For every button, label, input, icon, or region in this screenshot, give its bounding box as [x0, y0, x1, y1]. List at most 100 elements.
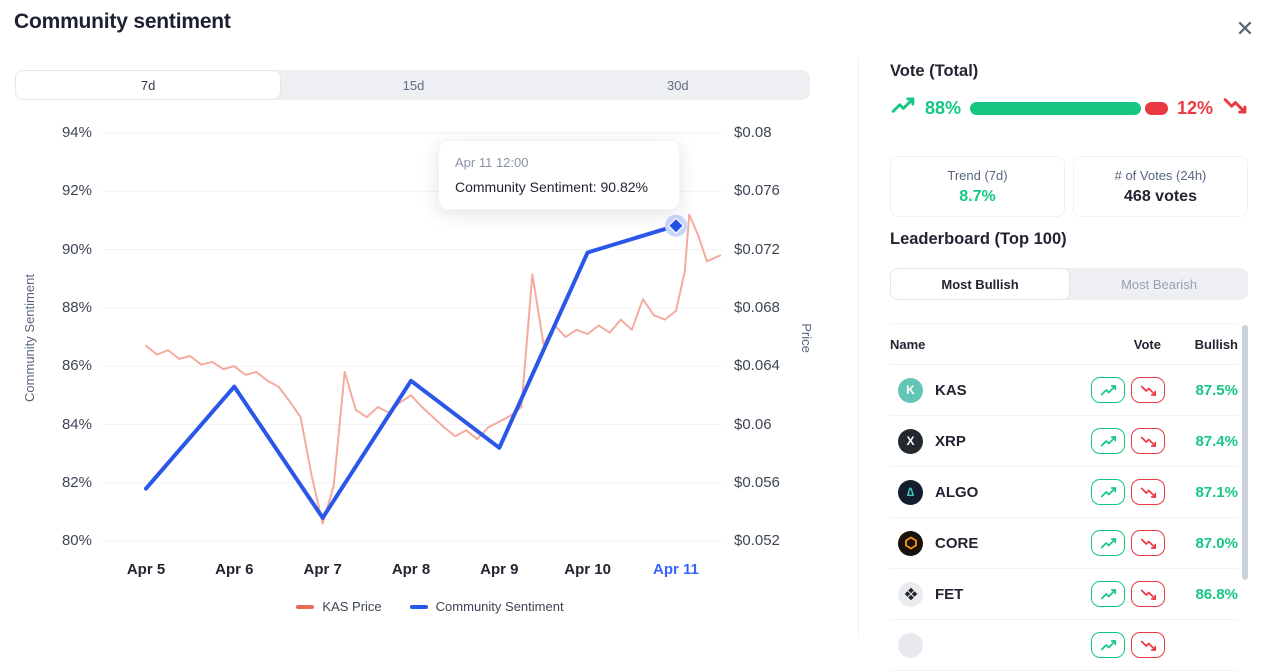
- coin-name: KAS: [935, 381, 967, 399]
- y-left-tick: 88%: [61, 298, 92, 316]
- period-tab-30d[interactable]: 30d: [666, 77, 689, 93]
- bearish-percent: 12%: [1176, 97, 1213, 118]
- y-left-tick: 94%: [61, 124, 92, 141]
- coin-cell: [890, 632, 1088, 658]
- trend-up-icon: [890, 96, 916, 120]
- table-row-xrp: X XRP 87.4%: [890, 416, 1238, 467]
- vote-total-heading: Vote (Total): [890, 62, 979, 80]
- tooltip-value: Community Sentiment: 90.82%: [455, 179, 648, 195]
- vote-bullish-button[interactable]: [1091, 479, 1125, 505]
- coin-name: FET: [935, 585, 964, 603]
- trend-7d-value: 8.7%: [959, 187, 996, 205]
- vote-bearish-button[interactable]: [1131, 377, 1165, 403]
- coin-icon: [898, 632, 923, 658]
- bullish-percent-value: 86.8%: [1195, 585, 1238, 603]
- y-left-tick: 80%: [61, 532, 92, 550]
- legend-label: Community Sentiment: [435, 599, 564, 614]
- leaderboard-tab-most-bearish[interactable]: Most Bearish: [1121, 276, 1197, 292]
- x-tick-apr-6: Apr 6: [215, 561, 254, 578]
- y-right-tick: $0.056: [734, 473, 780, 491]
- series-kas-price: [145, 213, 722, 525]
- series-community-sentiment: [144, 223, 678, 520]
- column-header-bullish: Bullish: [1194, 336, 1238, 352]
- close-icon[interactable]: ✕: [1232, 16, 1258, 42]
- period-tab-7d[interactable]: 7d: [15, 70, 282, 100]
- x-tick-apr-9: Apr 9: [480, 561, 519, 578]
- coin-cell: K KAS: [890, 377, 1088, 403]
- vote-buttons: [1088, 428, 1165, 454]
- period-tab-15d[interactable]: 15d: [402, 77, 425, 93]
- vote-bearish-button[interactable]: [1131, 581, 1165, 607]
- table-row-algo: ∆ ALGO 87.1%: [890, 467, 1238, 518]
- leaderboard-tab-bar: Most Bullish Most Bearish: [890, 268, 1248, 300]
- coin-name: XRP: [935, 432, 966, 450]
- x-tick-apr-11: Apr 11: [653, 561, 699, 578]
- vote-bearish-button[interactable]: [1131, 479, 1165, 505]
- vote-bullish-button[interactable]: [1091, 377, 1125, 403]
- tooltip-date: Apr 11 12:00: [455, 155, 529, 170]
- x-tick-apr-8: Apr 8: [391, 561, 431, 578]
- coin-cell: FET: [890, 581, 1088, 607]
- legend-item-kas-price: KAS Price: [296, 599, 382, 614]
- vote-buttons: [1088, 581, 1165, 607]
- x-tick-apr-7: Apr 7: [303, 561, 342, 578]
- y-right-tick: $0.06: [734, 415, 772, 433]
- table-row-kas: K KAS 87.5%: [890, 365, 1238, 416]
- bullish-percent-value: 87.4%: [1195, 432, 1238, 450]
- x-tick-apr-10: Apr 10: [564, 561, 611, 578]
- trend-7d-label: Trend (7d): [947, 167, 1008, 183]
- leaderboard-scrollbar[interactable]: [1242, 325, 1248, 580]
- column-header-name: Name: [890, 336, 926, 352]
- vote-buttons: [1088, 377, 1165, 403]
- y-left-tick: 82%: [61, 473, 92, 491]
- coin-name: CORE: [935, 534, 979, 552]
- bearish-bar-segment: [1144, 101, 1168, 115]
- coin-cell: X XRP: [890, 428, 1088, 454]
- period-tab-bar: 7d 15d 30d: [15, 70, 810, 100]
- bullish-bar-segment: [970, 101, 1141, 115]
- chart-tooltip: Apr 11 12:00 Community Sentiment: 90.82%: [438, 140, 680, 210]
- vertical-divider: [858, 58, 859, 636]
- y-right-tick: $0.052: [734, 532, 780, 550]
- y-left-tick: 84%: [61, 415, 92, 433]
- leaderboard-heading: Leaderboard (Top 100): [890, 230, 1067, 248]
- vote-bullish-button[interactable]: [1091, 530, 1125, 556]
- vote-summary-row: 88% 12%: [890, 95, 1248, 121]
- algo-icon: ∆: [898, 479, 923, 505]
- votes-24h-value: 468 votes: [1124, 187, 1197, 205]
- y-right-tick: $0.068: [734, 298, 780, 316]
- legend-swatch: [296, 604, 315, 609]
- vote-bullish-button[interactable]: [1091, 428, 1125, 454]
- kas-icon: K: [898, 377, 923, 403]
- vote-buttons: [1088, 530, 1165, 556]
- votes-24h-label: # of Votes (24h): [1114, 167, 1207, 183]
- vote-bearish-button[interactable]: [1131, 530, 1165, 556]
- y-right-tick: $0.064: [734, 357, 780, 375]
- legend-label: KAS Price: [322, 599, 382, 614]
- leaderboard-header-row: Name Vote Bullish: [890, 323, 1238, 365]
- y-left-tick: 86%: [61, 357, 92, 375]
- vote-stat-cards: Trend (7d) 8.7% # of Votes (24h) 468 vot…: [890, 156, 1248, 217]
- vote-panel: Vote (Total) 88% 12% Trend (7d) 8.7% # o…: [890, 0, 1248, 671]
- bullish-percent-value: 87.5%: [1195, 381, 1238, 399]
- leaderboard-tab-most-bullish[interactable]: Most Bullish: [890, 268, 1070, 300]
- active-point-marker: [667, 217, 685, 234]
- y-right-tick: $0.08: [734, 124, 772, 141]
- coin-name: ALGO: [935, 483, 979, 501]
- sentiment-price-chart[interactable]: [0, 0, 860, 636]
- y-left-tick: 92%: [61, 182, 92, 200]
- y-axis-title-right: Price: [799, 323, 814, 353]
- vote-bearish-button[interactable]: [1131, 428, 1165, 454]
- vote-bullish-button[interactable]: [1091, 581, 1125, 607]
- bullish-percent-value: 87.0%: [1195, 534, 1238, 552]
- column-header-vote: Vote: [1133, 336, 1161, 352]
- xrp-icon: X: [898, 428, 923, 454]
- x-tick-apr-5: Apr 5: [126, 561, 166, 578]
- legend-item-community-sentiment: Community Sentiment: [409, 599, 564, 614]
- chart-section: 7d 15d 30d 94% 92% 90% 88% 86% 84% 82% 80% $0.08 $0…: [0, 0, 860, 636]
- legend-swatch: [409, 604, 428, 609]
- vote-ratio-bar: [970, 101, 1168, 115]
- leaderboard-table: Name Vote Bullish K KAS 87.5% X XRP 87.4% ∆ ALG…: [890, 323, 1238, 671]
- table-row-core: CORE 87.0%: [890, 518, 1238, 569]
- core-icon: [898, 530, 923, 556]
